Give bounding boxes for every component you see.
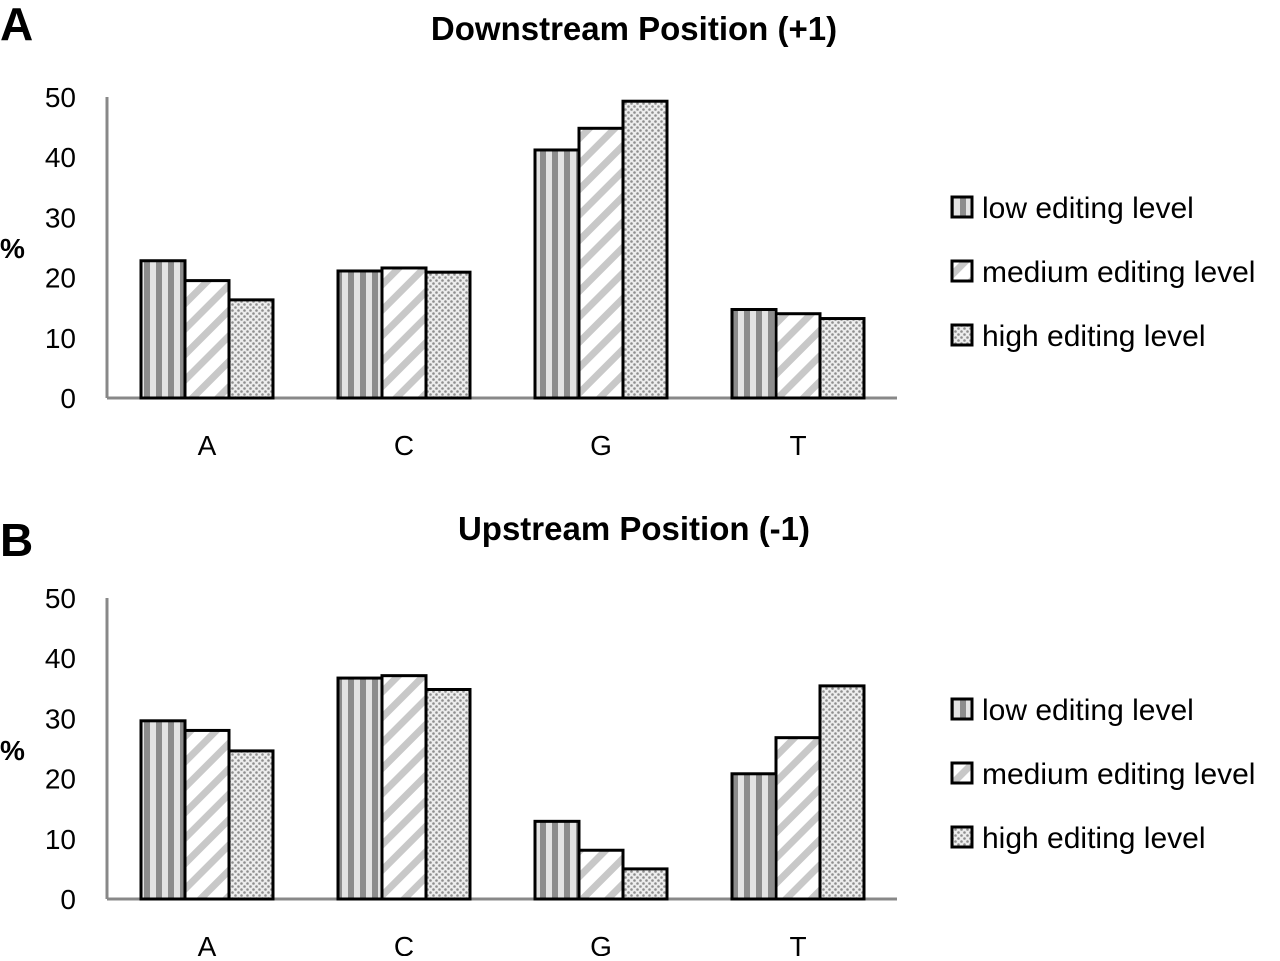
x-category-label: C: [394, 931, 414, 956]
bar-dotted-g: [621, 99, 669, 400]
y-axis-label: %: [0, 233, 25, 264]
y-tick-label: 40: [45, 142, 76, 173]
bar-diagonal-hatch-a: [183, 279, 231, 400]
chart-title: Downstream Position (+1): [431, 10, 837, 47]
bar-dotted-a: [227, 749, 275, 901]
bar-diagonal-hatch-g: [577, 848, 625, 901]
y-tick-label: 10: [45, 824, 76, 855]
bar-diagonal-hatch-t: [774, 312, 822, 400]
chart-panel-a: A Downstream Position (+1)% 0 10 20 30 40 50 A C G…: [0, 0, 1255, 461]
bar-diagonal-hatch-a: [183, 728, 231, 901]
legend-swatch: [950, 195, 974, 219]
legend-swatch: [950, 323, 974, 347]
legend-label: high editing level: [982, 822, 1206, 855]
y-tick-label: 20: [45, 263, 76, 294]
y-tick-label: 40: [45, 643, 76, 674]
bar-dotted-t: [818, 317, 866, 400]
x-category-label: T: [789, 931, 806, 956]
bar-diagonal-hatch-c: [380, 266, 428, 400]
bar-vertical-stripes-t: [730, 308, 778, 400]
y-tick-label: 10: [45, 323, 76, 354]
y-tick-label: 50: [45, 82, 76, 113]
y-tick-label: 30: [45, 703, 76, 734]
y-tick-label: 20: [45, 764, 76, 795]
legend-swatch: [950, 697, 974, 721]
legend-label: medium editing level: [982, 256, 1255, 289]
x-category-label: A: [198, 430, 217, 461]
bar-vertical-stripes-g: [533, 819, 581, 901]
legend-label: high editing level: [982, 320, 1206, 353]
bar-diagonal-hatch-t: [774, 736, 822, 901]
x-category-label: T: [789, 430, 806, 461]
bar-vertical-stripes-c: [336, 676, 384, 901]
y-axis-label: %: [0, 735, 25, 766]
x-category-label: A: [198, 931, 217, 956]
panel-letter: A: [0, 0, 33, 50]
bar-vertical-stripes-a: [139, 259, 187, 400]
chart-title: Upstream Position (-1): [458, 510, 810, 547]
panel-letter: B: [0, 514, 33, 566]
y-tick-label: 30: [45, 202, 76, 233]
y-tick-label: 0: [60, 383, 76, 414]
bar-dotted-a: [227, 298, 275, 400]
bar-diagonal-hatch-c: [380, 674, 428, 901]
legend-swatch: [950, 761, 974, 785]
y-tick-label: 0: [60, 884, 76, 915]
legend-label: low editing level: [982, 694, 1194, 727]
bar-dotted-c: [424, 688, 472, 901]
chart-panel-b: B Upstream Position (-1)% 0 10 20 30 40 50 A C G Tl…: [0, 510, 1255, 961]
legend-swatch: [950, 825, 974, 849]
x-category-label: C: [394, 430, 414, 461]
bar-dotted-c: [424, 270, 472, 400]
x-category-label: G: [590, 430, 612, 461]
y-tick-label: 50: [45, 583, 76, 614]
legend-swatch: [950, 259, 974, 283]
bar-diagonal-hatch-g: [577, 126, 625, 400]
bar-dotted-g: [621, 867, 669, 901]
x-category-label: G: [590, 931, 612, 956]
bar-vertical-stripes-g: [533, 148, 581, 400]
legend-label: low editing level: [982, 192, 1194, 225]
legend-label: medium editing level: [982, 758, 1255, 791]
bar-vertical-stripes-a: [139, 719, 187, 901]
bar-vertical-stripes-c: [336, 269, 384, 400]
bar-vertical-stripes-t: [730, 772, 778, 901]
bar-dotted-t: [818, 684, 866, 901]
